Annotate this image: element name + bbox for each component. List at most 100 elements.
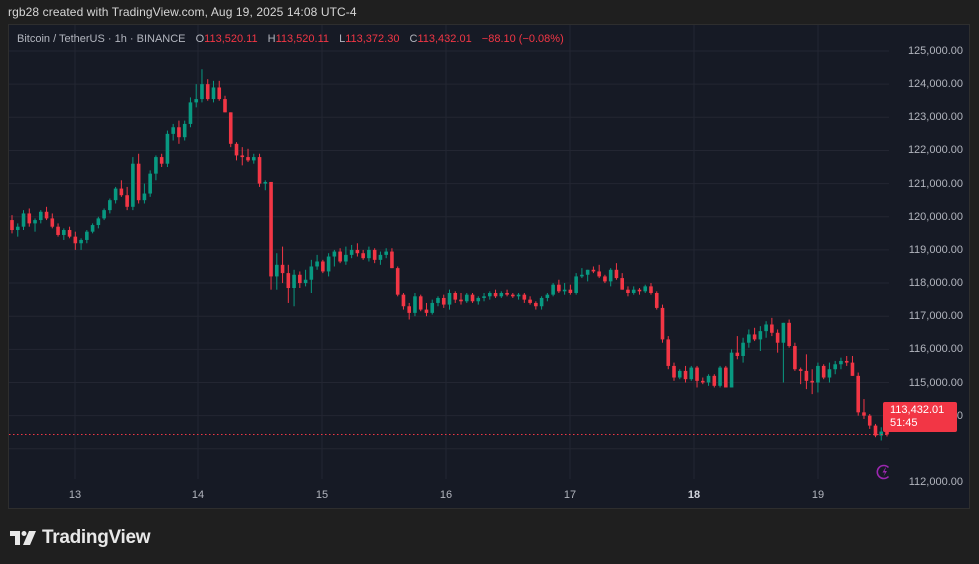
open-value: 113,520.11	[204, 33, 258, 45]
candle-body	[344, 254, 348, 262]
candle-body	[257, 157, 262, 184]
candle-body	[867, 415, 872, 426]
candle-body	[165, 133, 170, 164]
candle-body	[459, 299, 463, 302]
candle-body	[534, 302, 538, 307]
candle-body	[56, 226, 60, 235]
candle-body	[724, 367, 728, 388]
candle-body	[476, 297, 481, 302]
candle-body	[827, 369, 832, 378]
candle-body	[816, 365, 820, 383]
symbol-label[interactable]: Bitcoin / TetherUS · 1h · BINANCE	[17, 33, 186, 45]
candle-body	[292, 274, 296, 289]
candlestick-plot[interactable]	[9, 25, 889, 479]
tradingview-logo-text: TradingView	[42, 527, 151, 548]
candle-body	[453, 292, 458, 300]
candle-body	[775, 332, 780, 343]
candle-body	[862, 412, 866, 416]
candle-body	[188, 102, 193, 124]
candle-body	[79, 239, 83, 244]
price-tick-label: 124,000.00	[907, 78, 963, 91]
candle-body	[626, 289, 630, 293]
candle-body	[666, 339, 671, 366]
date-tick-label: 15	[315, 489, 329, 501]
candle-body	[401, 294, 406, 307]
candle-body	[372, 249, 377, 260]
tradingview-logo[interactable]: TradingView	[10, 527, 151, 549]
candle-body	[879, 431, 884, 436]
chart-credit: rgb28 created with TradingView.com, Aug …	[8, 5, 357, 19]
price-tick-label: 120,000.00	[907, 210, 963, 223]
candle-body	[487, 292, 492, 297]
candle-body	[211, 87, 216, 100]
low-value: 113,372.30	[345, 33, 400, 45]
low-label: L	[339, 33, 346, 45]
candle-body	[326, 256, 331, 272]
last-price-badge: 113,432.01 51:45	[883, 402, 957, 432]
candle-body	[539, 297, 544, 307]
candle-body	[136, 163, 141, 201]
candle-body	[695, 367, 699, 381]
candle-body	[608, 269, 613, 282]
candle-body	[585, 269, 590, 275]
date-tick-label: 18	[687, 489, 701, 501]
candle-body	[637, 289, 642, 292]
candle-body	[844, 360, 849, 363]
date-tick-label: 13	[68, 489, 82, 501]
time-axis[interactable]: 13 14 15 16 17 18 19	[9, 479, 889, 510]
candle-body	[787, 322, 791, 347]
candle-body	[85, 231, 89, 240]
candle-body	[603, 276, 607, 282]
candle-body	[27, 213, 32, 224]
candle-body	[821, 365, 826, 378]
date-tick-label: 17	[563, 489, 577, 501]
candle-body	[700, 380, 705, 383]
candle-body	[38, 211, 43, 221]
candle-body	[810, 380, 814, 383]
close-label: C	[409, 33, 418, 45]
candle-body	[73, 236, 78, 244]
candle-body	[557, 284, 561, 292]
candle-body	[113, 188, 118, 201]
chart-frame[interactable]: Bitcoin / TetherUS · 1h · BINANCE O113,5…	[8, 24, 970, 509]
candle-body	[315, 261, 319, 267]
candle-body	[413, 296, 417, 313]
date-tick-label: 19	[811, 489, 825, 501]
candle-body	[793, 346, 797, 370]
candle-body	[367, 249, 371, 259]
candle-body	[551, 284, 555, 295]
candle-body	[90, 225, 95, 232]
candle-body	[102, 210, 106, 219]
change-value: −88.10 (−0.08%)	[481, 33, 564, 45]
high-value: 113,520.11	[275, 33, 330, 45]
lightning-icon[interactable]	[876, 464, 892, 480]
date-tick-label: 16	[439, 489, 453, 501]
tradingview-logo-icon	[10, 531, 36, 545]
candle-body	[672, 365, 676, 378]
candle-body	[269, 181, 273, 277]
candle-body	[234, 143, 239, 156]
candle-body	[712, 375, 717, 386]
candle-body	[798, 369, 803, 371]
candle-body	[159, 157, 164, 164]
candle-body	[309, 266, 314, 280]
candle-body	[33, 220, 37, 224]
ohlc-legend: Bitcoin / TetherUS · 1h · BINANCE O113,5…	[17, 33, 564, 45]
price-tick-label: 119,000.00	[908, 243, 963, 256]
candle-body	[217, 87, 222, 100]
price-axis[interactable]: 125,000.00 124,000.00 123,000.00 122,000.00…	[889, 25, 971, 510]
candle-body	[280, 264, 285, 274]
price-tick-label: 122,000.00	[907, 144, 963, 157]
candle-body	[119, 188, 124, 196]
candle-body	[591, 269, 596, 272]
open-label: O	[195, 33, 205, 45]
candle-body	[424, 309, 429, 313]
candle-body	[741, 342, 745, 356]
candle-body	[50, 218, 55, 227]
candle-body	[15, 226, 20, 231]
candle-body	[228, 112, 233, 144]
candle-body	[833, 364, 837, 370]
candle-body	[631, 289, 636, 293]
candle-body	[683, 370, 688, 380]
candle-body	[885, 431, 889, 435]
